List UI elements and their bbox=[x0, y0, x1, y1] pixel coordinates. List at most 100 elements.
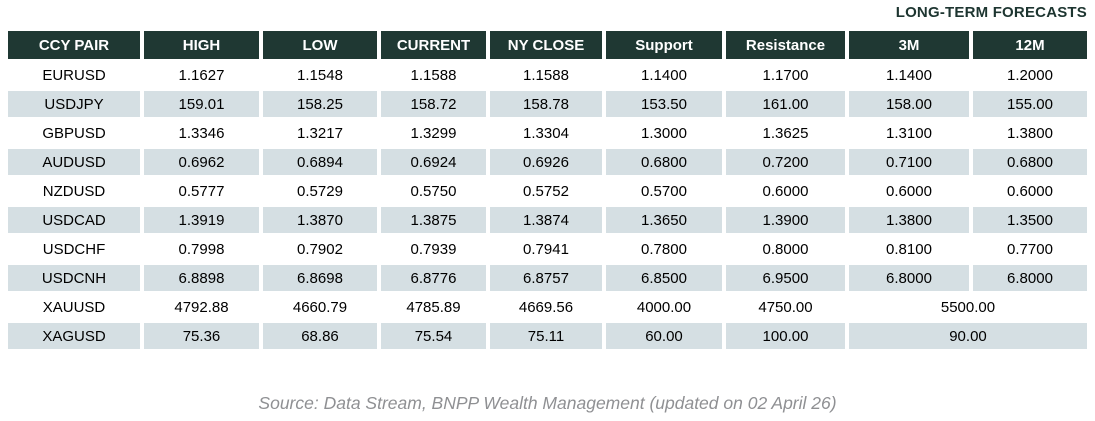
current-cell: 4785.89 bbox=[381, 294, 486, 320]
table-row-usdjpy: USDJPY 159.01 158.25 158.72 158.78 153.50 161.… bbox=[8, 91, 1087, 117]
table-row-usdcnh: USDCNH 6.8898 6.8698 6.8776 6.8757 6.8500 6.95… bbox=[8, 265, 1087, 291]
table-row-usdcad: USDCAD 1.3919 1.3870 1.3875 1.3874 1.3650 1.39… bbox=[8, 207, 1087, 233]
ny-close-cell: 1.1588 bbox=[490, 62, 602, 88]
ccy-pair-cell: XAUUSD bbox=[8, 294, 140, 320]
table-row-usdchf: USDCHF 0.7998 0.7902 0.7939 0.7941 0.7800 0.80… bbox=[8, 236, 1087, 262]
ny-close-cell: 6.8757 bbox=[490, 265, 602, 291]
low-cell: 4660.79 bbox=[263, 294, 377, 320]
table-row-audusd: AUDUSD 0.6962 0.6894 0.6924 0.6926 0.6800 0.72… bbox=[8, 149, 1087, 175]
support-cell: 1.3650 bbox=[606, 207, 722, 233]
current-cell: 0.5750 bbox=[381, 178, 486, 204]
high-cell: 0.7998 bbox=[144, 236, 259, 262]
ny-close-cell: 4669.56 bbox=[490, 294, 602, 320]
ny-close-cell: 0.6926 bbox=[490, 149, 602, 175]
current-cell: 0.7939 bbox=[381, 236, 486, 262]
ccy-pair-cell: NZDUSD bbox=[8, 178, 140, 204]
low-cell: 1.1548 bbox=[263, 62, 377, 88]
table-row-gbpusd: GBPUSD 1.3346 1.3217 1.3299 1.3304 1.3000 1.36… bbox=[8, 120, 1087, 146]
high-cell: 75.36 bbox=[144, 323, 259, 349]
ccy-pair-cell: XAGUSD bbox=[8, 323, 140, 349]
column-header-ny-close: NY CLOSE bbox=[490, 31, 602, 59]
resistance-cell: 1.3900 bbox=[726, 207, 845, 233]
column-header-12m: 12M bbox=[973, 31, 1087, 59]
table-row-xagusd: XAGUSD 75.36 68.86 75.54 75.11 60.00 100.00 90.… bbox=[8, 323, 1087, 349]
support-cell: 1.3000 bbox=[606, 120, 722, 146]
resistance-cell: 0.6000 bbox=[726, 178, 845, 204]
low-cell: 0.6894 bbox=[263, 149, 377, 175]
resistance-cell: 1.1700 bbox=[726, 62, 845, 88]
low-cell: 0.5729 bbox=[263, 178, 377, 204]
fx-forecast-table: CCY PAIR HIGH LOW CURRENT NY CLOSE Support Res… bbox=[4, 28, 1091, 352]
ny-close-cell: 1.3874 bbox=[490, 207, 602, 233]
forecast-merged-cell: 5500.00 bbox=[849, 294, 1087, 320]
column-header-current: CURRENT bbox=[381, 31, 486, 59]
support-cell: 0.5700 bbox=[606, 178, 722, 204]
low-cell: 6.8698 bbox=[263, 265, 377, 291]
table-row-nzdusd: NZDUSD 0.5777 0.5729 0.5750 0.5752 0.5700 0.60… bbox=[8, 178, 1087, 204]
support-cell: 60.00 bbox=[606, 323, 722, 349]
ccy-pair-cell: AUDUSD bbox=[8, 149, 140, 175]
ny-close-cell: 158.78 bbox=[490, 91, 602, 117]
ny-close-cell: 0.7941 bbox=[490, 236, 602, 262]
support-cell: 0.7800 bbox=[606, 236, 722, 262]
forecast-12m-cell: 6.8000 bbox=[973, 265, 1087, 291]
forecast-12m-cell: 155.00 bbox=[973, 91, 1087, 117]
forecast-12m-cell: 0.7700 bbox=[973, 236, 1087, 262]
forecast-3m-cell: 1.3100 bbox=[849, 120, 969, 146]
forecast-3m-cell: 6.8000 bbox=[849, 265, 969, 291]
column-header-resistance: Resistance bbox=[726, 31, 845, 59]
ny-close-cell: 0.5752 bbox=[490, 178, 602, 204]
ccy-pair-cell: USDJPY bbox=[8, 91, 140, 117]
support-cell: 1.1400 bbox=[606, 62, 722, 88]
resistance-cell: 6.9500 bbox=[726, 265, 845, 291]
forecast-12m-cell: 1.2000 bbox=[973, 62, 1087, 88]
forecast-12m-cell: 0.6000 bbox=[973, 178, 1087, 204]
current-cell: 0.6924 bbox=[381, 149, 486, 175]
support-cell: 6.8500 bbox=[606, 265, 722, 291]
resistance-cell: 0.8000 bbox=[726, 236, 845, 262]
ny-close-cell: 75.11 bbox=[490, 323, 602, 349]
table-row-xauusd: XAUUSD 4792.88 4660.79 4785.89 4669.56 4000.0… bbox=[8, 294, 1087, 320]
support-cell: 0.6800 bbox=[606, 149, 722, 175]
ccy-pair-cell: USDCNH bbox=[8, 265, 140, 291]
ccy-pair-cell: USDCAD bbox=[8, 207, 140, 233]
forecast-3m-cell: 158.00 bbox=[849, 91, 969, 117]
source-note: Source: Data Stream, BNPP Wealth Managem… bbox=[258, 393, 837, 413]
support-cell: 153.50 bbox=[606, 91, 722, 117]
ccy-pair-cell: GBPUSD bbox=[8, 120, 140, 146]
forecast-merged-cell: 90.00 bbox=[849, 323, 1087, 349]
resistance-cell: 1.3625 bbox=[726, 120, 845, 146]
header-row: CCY PAIR HIGH LOW CURRENT NY CLOSE Support Res… bbox=[8, 31, 1087, 59]
forecast-3m-cell: 1.3800 bbox=[849, 207, 969, 233]
forecast-12m-cell: 0.6800 bbox=[973, 149, 1087, 175]
column-header-3m: 3M bbox=[849, 31, 969, 59]
column-header-high: HIGH bbox=[144, 31, 259, 59]
column-header-support: Support bbox=[606, 31, 722, 59]
forecast-12m-cell: 1.3800 bbox=[973, 120, 1087, 146]
forecast-3m-cell: 1.1400 bbox=[849, 62, 969, 88]
resistance-cell: 0.7200 bbox=[726, 149, 845, 175]
high-cell: 4792.88 bbox=[144, 294, 259, 320]
low-cell: 158.25 bbox=[263, 91, 377, 117]
high-cell: 6.8898 bbox=[144, 265, 259, 291]
forecast-3m-cell: 0.8100 bbox=[849, 236, 969, 262]
high-cell: 1.3346 bbox=[144, 120, 259, 146]
current-cell: 6.8776 bbox=[381, 265, 486, 291]
high-cell: 1.3919 bbox=[144, 207, 259, 233]
column-header-low: LOW bbox=[263, 31, 377, 59]
ccy-pair-cell: EURUSD bbox=[8, 62, 140, 88]
current-cell: 75.54 bbox=[381, 323, 486, 349]
high-cell: 1.1627 bbox=[144, 62, 259, 88]
forecast-3m-cell: 0.6000 bbox=[849, 178, 969, 204]
low-cell: 68.86 bbox=[263, 323, 377, 349]
table-body: EURUSD 1.1627 1.1548 1.1588 1.1588 1.1400 1.17… bbox=[8, 62, 1087, 349]
current-cell: 158.72 bbox=[381, 91, 486, 117]
forecast-3m-cell: 0.7100 bbox=[849, 149, 969, 175]
current-cell: 1.3875 bbox=[381, 207, 486, 233]
current-cell: 1.3299 bbox=[381, 120, 486, 146]
low-cell: 1.3870 bbox=[263, 207, 377, 233]
column-header-ccy-pair: CCY PAIR bbox=[8, 31, 140, 59]
current-cell: 1.1588 bbox=[381, 62, 486, 88]
resistance-cell: 4750.00 bbox=[726, 294, 845, 320]
